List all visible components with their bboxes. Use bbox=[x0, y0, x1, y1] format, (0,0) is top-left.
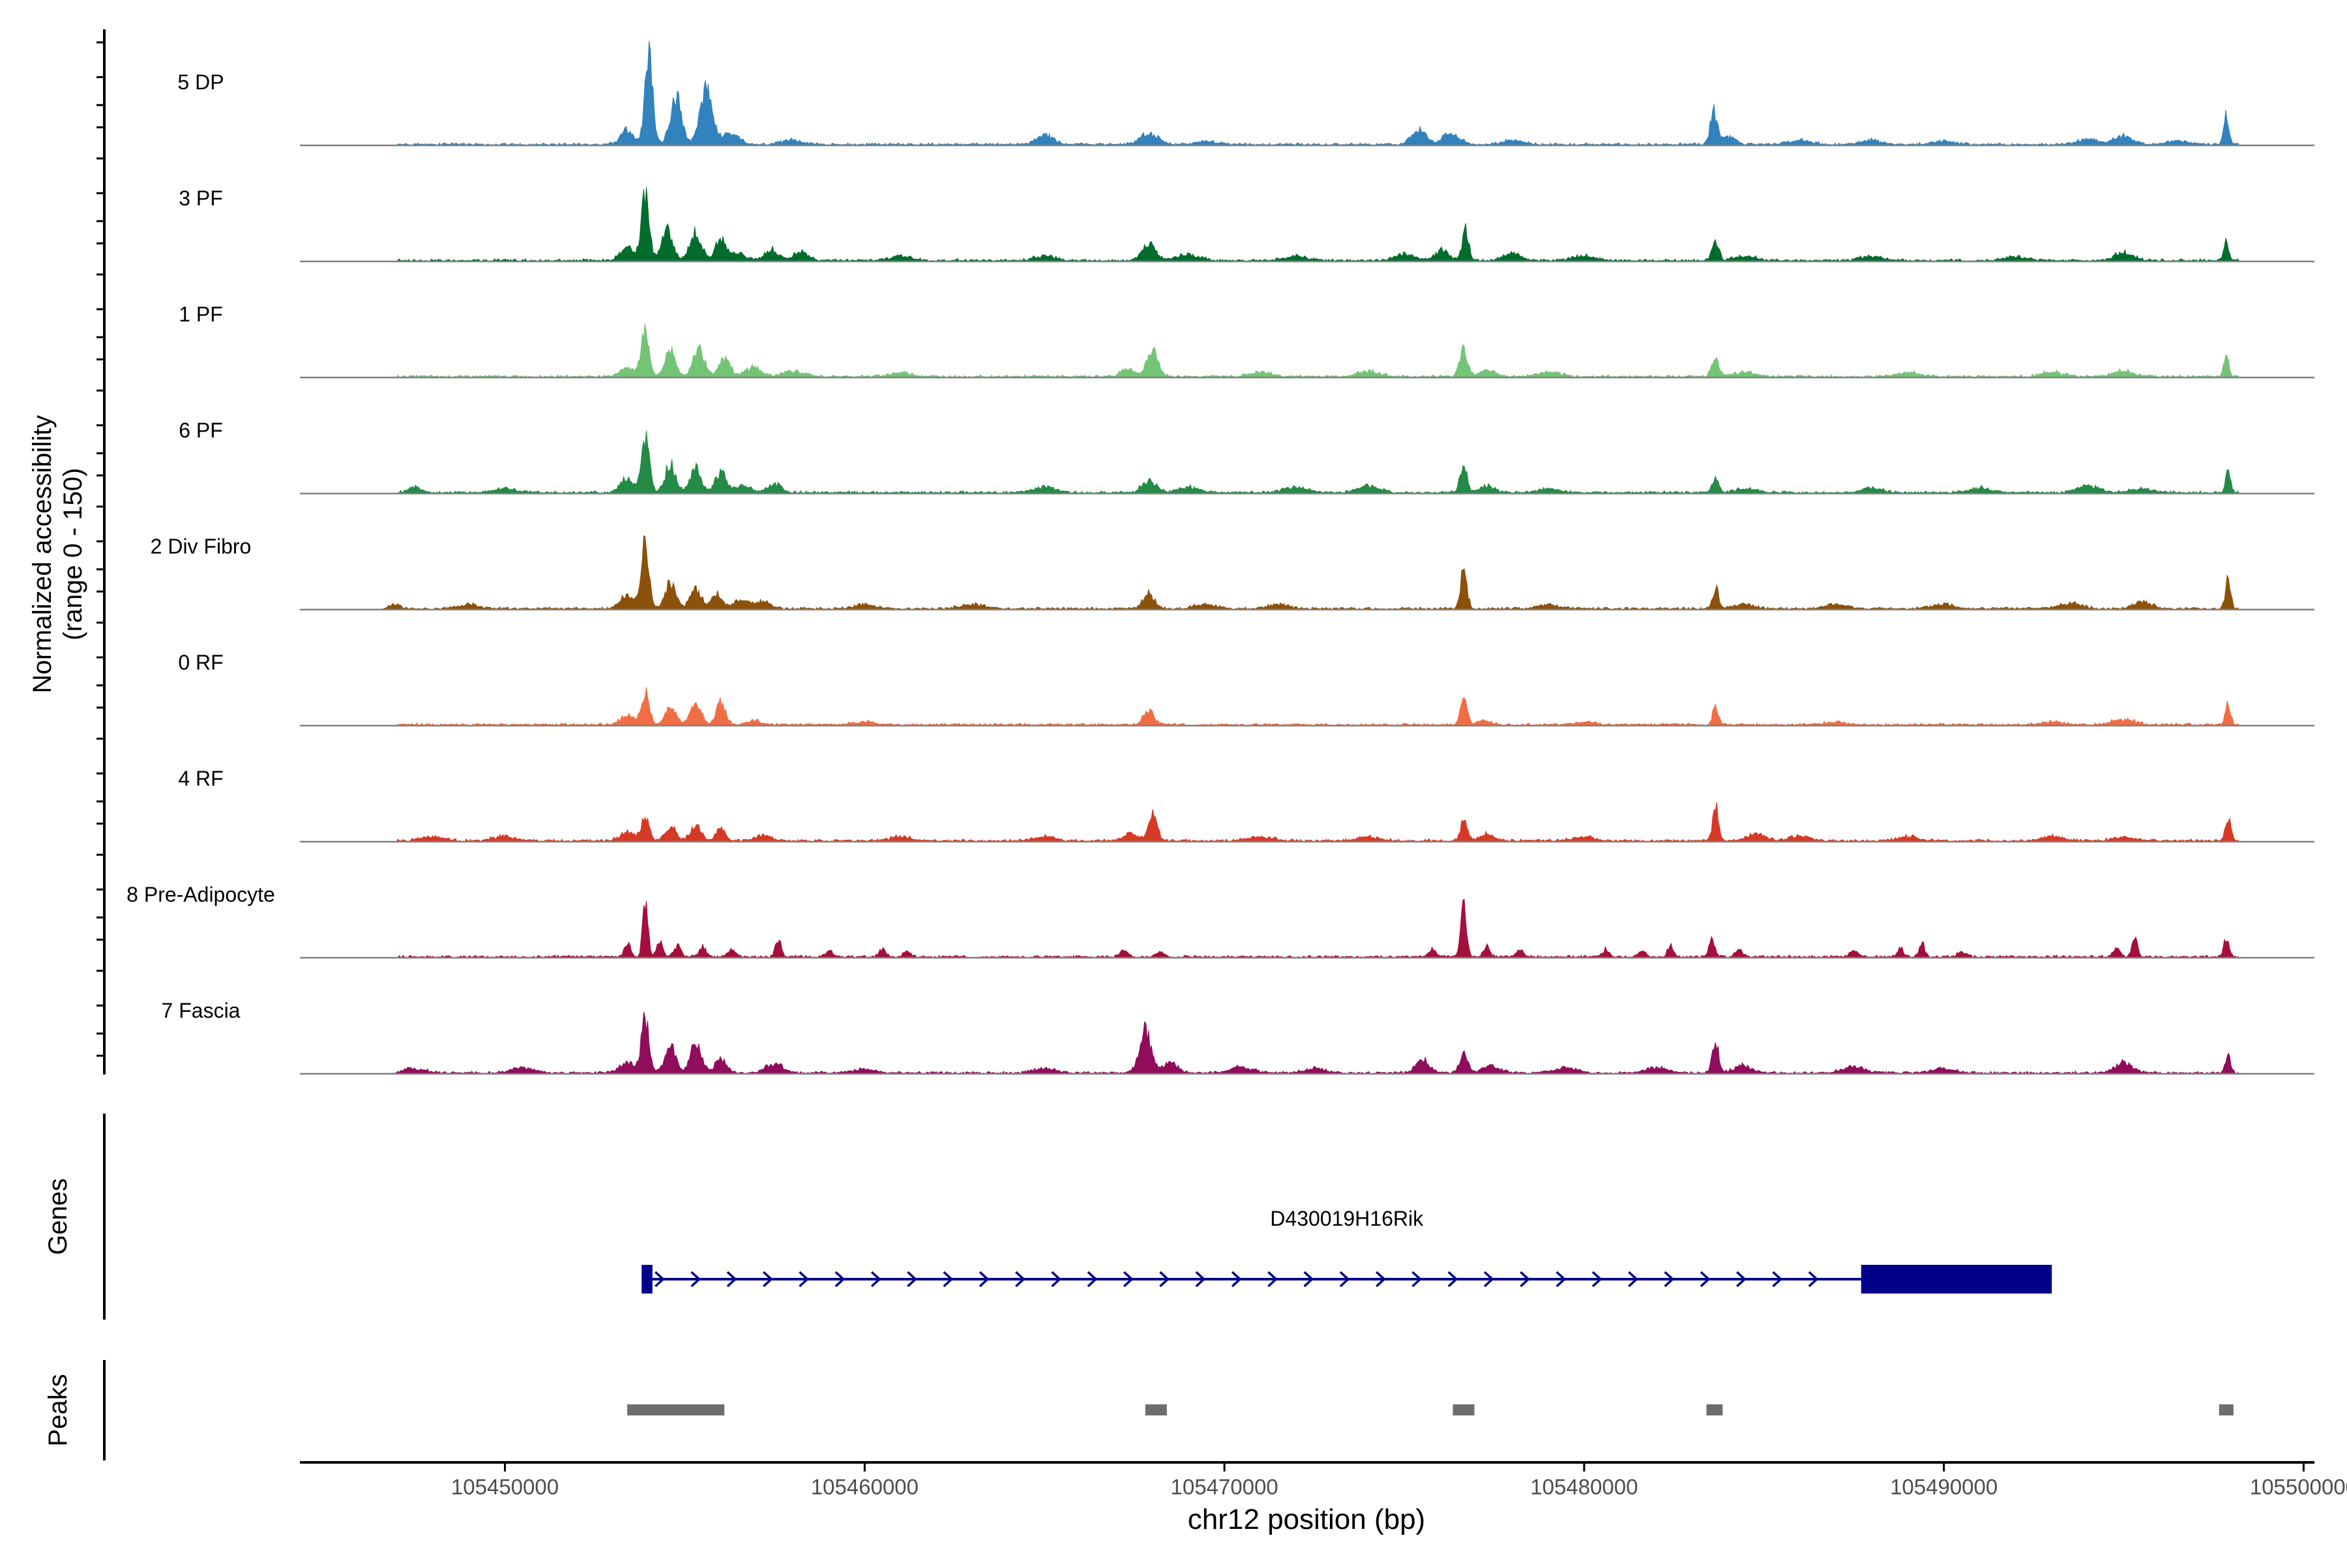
coverage-area bbox=[300, 40, 2314, 146]
coverage-area bbox=[300, 323, 2314, 379]
strand-arrow bbox=[1051, 1271, 1062, 1288]
strand-arrow bbox=[1159, 1271, 1170, 1288]
strand-arrow bbox=[943, 1271, 954, 1288]
strand-arrow bbox=[1772, 1271, 1783, 1288]
peaks-axis-title: Peaks bbox=[44, 1374, 72, 1446]
coverage-area bbox=[300, 1011, 2314, 1074]
gene-D430019H16Rik: D430019H16Rik bbox=[642, 1207, 2052, 1294]
track-label: 2 Div Fibro bbox=[151, 535, 252, 558]
strand-arrow bbox=[1339, 1271, 1350, 1288]
peak-region bbox=[627, 1404, 725, 1415]
track-label: 7 Fascia bbox=[162, 999, 241, 1022]
gene-track: D430019H16Rik bbox=[642, 1207, 2052, 1294]
strand-arrow bbox=[1123, 1271, 1134, 1288]
strand-arrow bbox=[799, 1271, 809, 1288]
strand-arrow bbox=[870, 1271, 881, 1288]
strand-arrow bbox=[690, 1271, 701, 1288]
track-1-pf: 1 PF bbox=[179, 303, 2314, 379]
strand-arrow bbox=[1808, 1271, 1819, 1288]
strand-arrow bbox=[655, 1271, 665, 1288]
coverage-area bbox=[300, 187, 2314, 262]
strand-arrow bbox=[1520, 1271, 1530, 1288]
strand-arrow bbox=[1303, 1271, 1314, 1288]
strand-arrow bbox=[1591, 1271, 1602, 1288]
x-tick-label: 105470000 bbox=[1170, 1475, 1278, 1499]
coverage-area bbox=[300, 535, 2314, 610]
strand-arrow bbox=[1195, 1271, 1206, 1288]
coverage-y-axis bbox=[96, 29, 106, 1074]
y-axis-title-line1: Normalized accessibility bbox=[28, 415, 57, 694]
track-label: 8 Pre-Adipocyte bbox=[126, 883, 275, 906]
track-7-fascia: 7 Fascia bbox=[162, 999, 2314, 1075]
gene-exon bbox=[642, 1265, 653, 1294]
peak-region bbox=[2219, 1404, 2234, 1415]
coverage-area bbox=[300, 430, 2314, 494]
peak-region bbox=[1453, 1404, 1475, 1415]
track-label: 1 PF bbox=[179, 303, 223, 326]
strand-arrow bbox=[1411, 1271, 1423, 1288]
strand-arrow bbox=[1556, 1271, 1567, 1288]
strand-arrow bbox=[1700, 1271, 1711, 1288]
strand-arrow bbox=[1087, 1271, 1098, 1288]
x-tick-label: 105500000 bbox=[2250, 1475, 2347, 1499]
track-6-pf: 6 PF bbox=[179, 419, 2314, 495]
track-label: 3 PF bbox=[179, 186, 223, 210]
strand-arrow bbox=[762, 1271, 773, 1288]
strand-arrow bbox=[1447, 1271, 1458, 1288]
peak-region bbox=[1145, 1404, 1167, 1415]
track-label: 6 PF bbox=[179, 419, 223, 442]
gene-name-label: D430019H16Rik bbox=[1270, 1207, 1424, 1230]
strand-arrow bbox=[1376, 1271, 1386, 1288]
y-axis-title-line2: (range 0 - 150) bbox=[59, 468, 87, 641]
track-5-dp: 5 DP bbox=[177, 40, 2314, 147]
coverage-tracks: 5 DP 3 PF 1 PF 6 PF 2 Div Fibro 0 RF 4 RF 8 Pre… bbox=[126, 40, 2314, 1075]
strand-arrow bbox=[1736, 1271, 1747, 1288]
peak-region bbox=[1706, 1404, 1723, 1415]
coverage-area bbox=[300, 687, 2314, 726]
track-4-rf: 4 RF bbox=[178, 767, 2314, 843]
genes-axis-title: Genes bbox=[44, 1178, 72, 1255]
strand-arrow bbox=[834, 1271, 846, 1288]
x-axis: 105450000 105460000 105470000 105480000 1054… bbox=[300, 1461, 2347, 1499]
x-tick-label: 105450000 bbox=[451, 1475, 559, 1499]
strand-arrow bbox=[726, 1271, 737, 1288]
strand-arrow bbox=[1267, 1271, 1278, 1288]
x-tick-label: 105460000 bbox=[811, 1475, 919, 1499]
peak-track bbox=[627, 1404, 2234, 1415]
strand-arrow bbox=[1231, 1271, 1242, 1288]
strand-arrow bbox=[1015, 1271, 1026, 1288]
strand-arrow bbox=[1664, 1271, 1675, 1288]
gene-exon bbox=[1861, 1265, 2052, 1294]
x-axis-title: chr12 position (bp) bbox=[1188, 1503, 1425, 1535]
track-3-pf: 3 PF bbox=[179, 186, 2314, 263]
coverage-area bbox=[300, 802, 2314, 842]
strand-arrow bbox=[1483, 1271, 1494, 1288]
x-tick-label: 105490000 bbox=[1890, 1475, 1998, 1499]
track-2-div-fibro: 2 Div Fibro bbox=[151, 535, 2314, 611]
track-label: 0 RF bbox=[178, 651, 223, 674]
track-label: 4 RF bbox=[178, 767, 223, 790]
strand-arrow bbox=[979, 1271, 990, 1288]
x-tick-label: 105480000 bbox=[1530, 1475, 1638, 1499]
strand-arrow bbox=[907, 1271, 917, 1288]
coverage-area bbox=[300, 898, 2314, 958]
track-label: 5 DP bbox=[177, 70, 224, 94]
track-0-rf: 0 RF bbox=[178, 651, 2314, 727]
strand-arrow bbox=[1628, 1271, 1638, 1288]
track-8-pre-adipocyte: 8 Pre-Adipocyte bbox=[126, 883, 2314, 959]
